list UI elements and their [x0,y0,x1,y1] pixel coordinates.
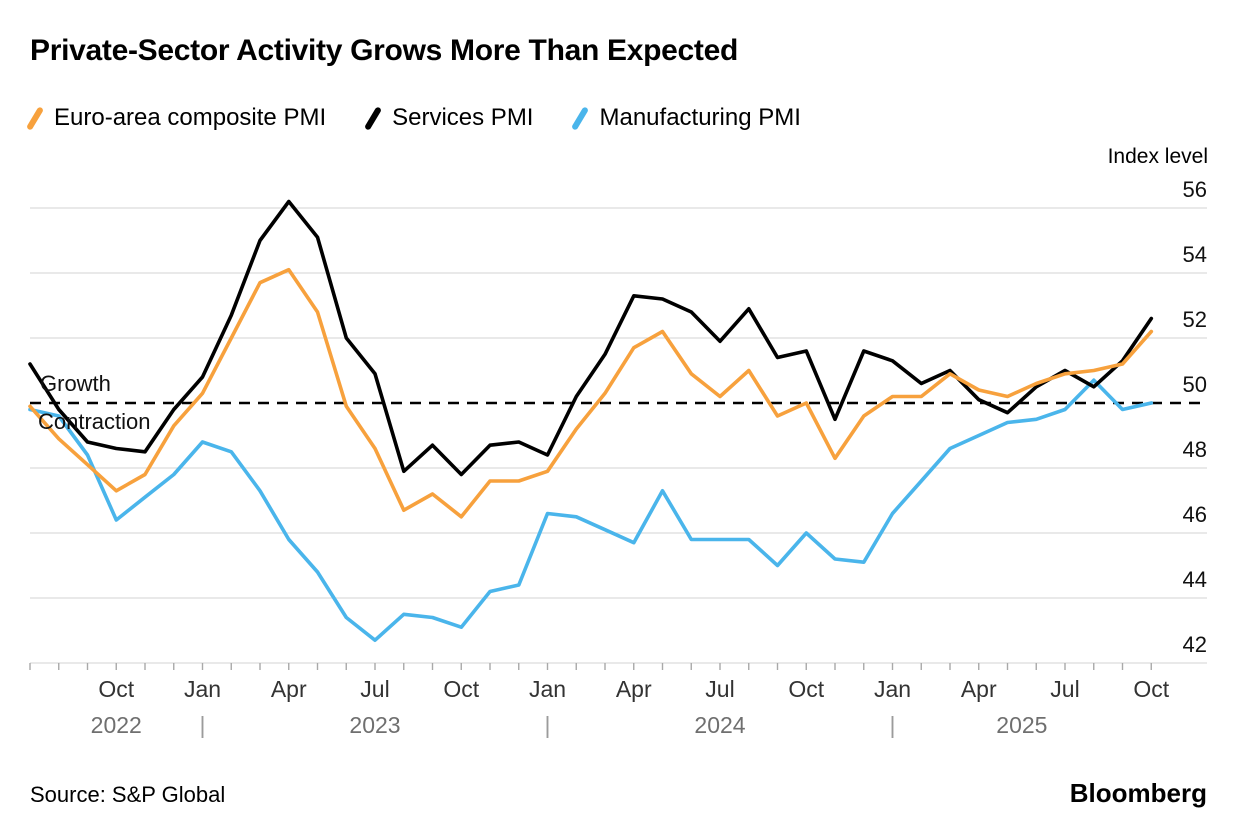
x-tick-label: Apr [961,676,997,702]
x-tick-label: Jan [874,676,911,702]
legend-item-composite: Euro-area composite PMI [25,104,327,132]
y-axis-title: Index level [1107,145,1208,168]
x-tick-label: Apr [616,676,652,702]
year-label: 2024 [694,712,745,738]
y-tick-label: 54 [1183,242,1207,267]
x-tick-label: Oct [443,676,479,702]
series-line-services [28,199,1154,477]
legend-label: Euro-area composite PMI [54,104,327,131]
x-tick-label: Jul [360,676,389,702]
x-tick-label: Jul [1050,676,1079,702]
series-line-composite [28,267,1154,519]
legend-item-manufacturing: Manufacturing PMI [571,104,801,132]
year-separator: | [200,712,206,738]
year-label: 2023 [349,712,400,738]
legend-label: Manufacturing PMI [599,104,801,131]
pmi-line-chart: 56 54 52 50 48 46 44 42 Oct Jan Apr Jul Oct Jan Apr Jul… [28,177,1207,738]
line-swatch-icon [364,105,383,131]
bloomberg-logo: Bloomberg [1069,778,1207,808]
growth-label: Growth [40,371,111,396]
y-tick-label: 46 [1183,502,1207,527]
year-separator: | [545,712,551,738]
y-tick-label: 52 [1183,307,1207,332]
source-attribution: Source: S&P Global [30,782,226,807]
x-tick-label: Jul [705,676,734,702]
x-tick-label: Jan [184,676,221,702]
legend-label: Services PMI [392,104,534,131]
year-label: 2022 [91,712,142,738]
x-tick-label: Oct [788,676,824,702]
x-tick-label: Oct [98,676,134,702]
line-swatch-icon [25,105,45,131]
y-tick-label: 48 [1183,437,1207,462]
line-swatch-icon [571,105,590,131]
y-tick-label: 50 [1183,372,1207,397]
series-line-manufacturing [28,378,1154,643]
x-tick-label: Jan [529,676,566,702]
chart-title: Private-Sector Activity Grows More Than … [30,34,739,67]
year-separator: | [890,712,896,738]
legend-item-services: Services PMI [364,104,534,132]
y-tick-label: 56 [1183,177,1207,202]
y-tick-label: 42 [1183,632,1207,657]
year-label: 2025 [996,712,1047,738]
x-tick-label: Apr [271,676,307,702]
contraction-label: Contraction [38,409,151,434]
legend: Euro-area composite PMI Services PMI Manuf… [25,104,801,132]
y-tick-label: 44 [1183,567,1207,592]
x-tick-label: Oct [1133,676,1169,702]
